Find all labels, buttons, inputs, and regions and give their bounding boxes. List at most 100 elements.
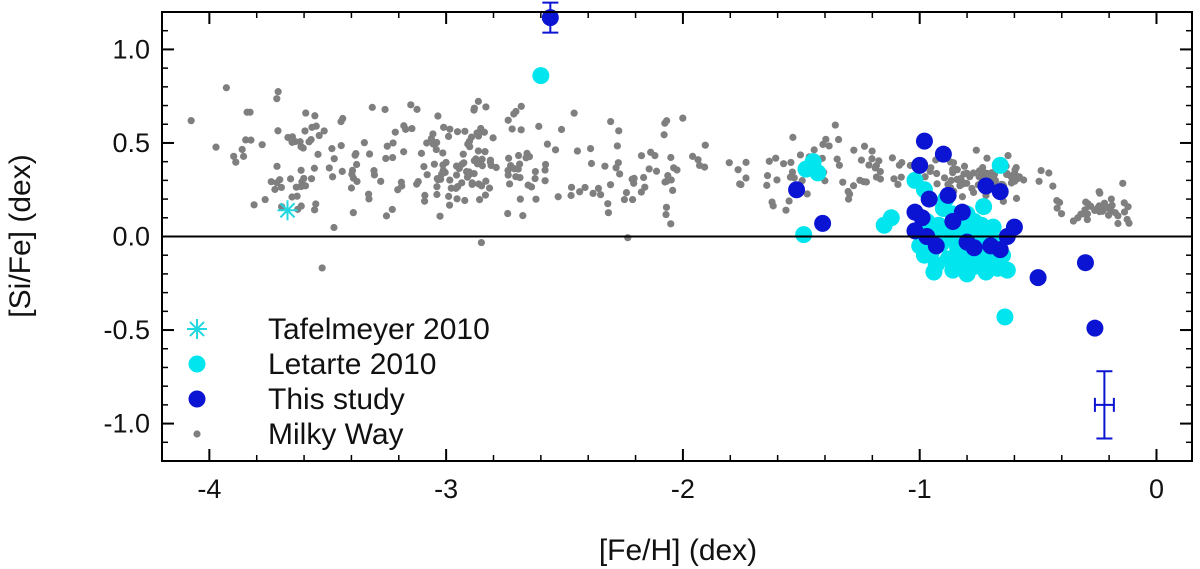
letarte-point xyxy=(998,261,1016,279)
y-axis-ticks: -1.0 -0.5 0.0 0.5 1.0 xyxy=(103,11,1192,462)
x-tick-label: -3 xyxy=(434,474,458,504)
milky-way-point xyxy=(541,160,550,169)
milky-way-point xyxy=(277,183,286,192)
milky-way-point xyxy=(238,145,246,154)
milky-way-point xyxy=(742,158,750,166)
milky-way-point xyxy=(458,179,466,187)
milky-way-point xyxy=(407,101,415,109)
milky-way-point xyxy=(1053,204,1061,212)
milky-way-point xyxy=(736,180,744,188)
milky-way-point xyxy=(796,151,805,159)
milky-way-point xyxy=(337,142,345,150)
milky-way-point xyxy=(339,114,347,123)
x-axis-title: [Fe/H] (dex) xyxy=(599,534,757,567)
milky-way-point xyxy=(258,141,266,149)
this-study-point xyxy=(977,177,995,195)
milky-way-point xyxy=(446,125,454,133)
milky-way-point xyxy=(790,174,798,182)
letarte-point xyxy=(984,218,1002,236)
milky-way-point xyxy=(1069,217,1077,225)
x-tick-label: 0 xyxy=(1149,474,1164,504)
milky-way-point xyxy=(1057,210,1066,218)
milky-way-point xyxy=(833,155,841,163)
milky-way-point xyxy=(933,180,941,188)
milky-way-point xyxy=(1111,209,1119,217)
milky-way-point xyxy=(921,173,929,181)
milky-way-point xyxy=(1012,163,1020,172)
x-tick-label: -4 xyxy=(197,474,221,504)
milky-way-point xyxy=(1045,169,1053,177)
milky-way-point xyxy=(803,190,811,198)
milky-way-point xyxy=(382,212,391,220)
milky-way-point xyxy=(1119,179,1127,187)
milky-way-point xyxy=(773,176,781,184)
milky-way-point xyxy=(1107,195,1115,203)
milky-way-point xyxy=(482,177,490,185)
milky-way-point xyxy=(958,180,967,188)
milky-way-point xyxy=(474,147,482,155)
milky-way-point xyxy=(349,209,357,217)
milky-way-point xyxy=(517,126,525,134)
milky-way-point xyxy=(620,195,629,204)
this-study-point xyxy=(913,209,931,227)
y-axis-title: [Si/Fe] (dex) xyxy=(4,154,37,317)
letarte-point xyxy=(951,246,969,264)
milky-way-point xyxy=(986,171,994,179)
milky-way-point xyxy=(949,159,958,167)
milky-way-point xyxy=(587,159,596,168)
milky-way-point xyxy=(789,133,797,141)
milky-way-point xyxy=(276,176,284,184)
milky-way-point xyxy=(453,195,461,203)
this-study-point xyxy=(1029,269,1047,287)
milky-way-point xyxy=(969,169,978,177)
x-tick-label: -2 xyxy=(671,474,695,504)
milky-way-series xyxy=(187,84,1133,272)
milky-way-point xyxy=(315,131,323,140)
milky-way-point xyxy=(464,140,472,148)
milky-way-point xyxy=(461,196,469,205)
milky-way-point xyxy=(594,184,603,193)
x-axis-ticks: -4 -3 -2 -1 0 xyxy=(161,12,1164,504)
milky-way-point xyxy=(250,201,258,209)
milky-way-point xyxy=(890,175,898,183)
milky-way-point xyxy=(1053,196,1061,205)
milky-way-point xyxy=(516,195,524,203)
milky-way-point xyxy=(573,147,582,155)
milky-way-point xyxy=(604,209,613,217)
this-study-point xyxy=(1076,254,1094,272)
milky-way-point xyxy=(489,134,497,142)
milky-way-point xyxy=(940,174,949,182)
milky-way-point xyxy=(504,116,512,124)
milky-way-point xyxy=(452,171,461,179)
legend-asterisk-marker xyxy=(187,319,207,339)
milky-way-point xyxy=(612,164,620,172)
milky-way-point xyxy=(963,169,971,177)
milky-way-point xyxy=(273,95,281,103)
milky-way-point xyxy=(871,164,879,172)
milky-way-point xyxy=(926,167,934,176)
milky-way-point xyxy=(944,180,952,188)
milky-way-point xyxy=(420,197,429,205)
legend-label: Tafelmeyer 2010 xyxy=(268,313,490,346)
milky-way-point xyxy=(347,184,356,192)
this-study-series xyxy=(541,9,1104,337)
this-study-point xyxy=(939,186,957,204)
milky-way-point xyxy=(338,167,346,176)
milky-way-point xyxy=(383,142,391,150)
milky-way-point xyxy=(673,166,681,174)
milky-way-point xyxy=(567,183,576,191)
milky-way-point xyxy=(452,162,461,170)
milky-way-point xyxy=(505,154,513,162)
milky-way-point xyxy=(742,174,750,182)
legend: Tafelmeyer 2010 Letarte 2010 This study … xyxy=(187,313,490,451)
asterisk-stroke xyxy=(279,202,296,219)
milky-way-point xyxy=(865,161,873,169)
milky-way-point xyxy=(445,192,453,200)
milky-way-point xyxy=(517,102,525,110)
milky-way-point xyxy=(779,160,788,168)
milky-way-point xyxy=(413,105,421,113)
this-study-point xyxy=(1005,218,1023,236)
milky-way-point xyxy=(661,178,669,186)
milky-way-point xyxy=(297,202,305,210)
milky-way-point xyxy=(440,123,448,131)
